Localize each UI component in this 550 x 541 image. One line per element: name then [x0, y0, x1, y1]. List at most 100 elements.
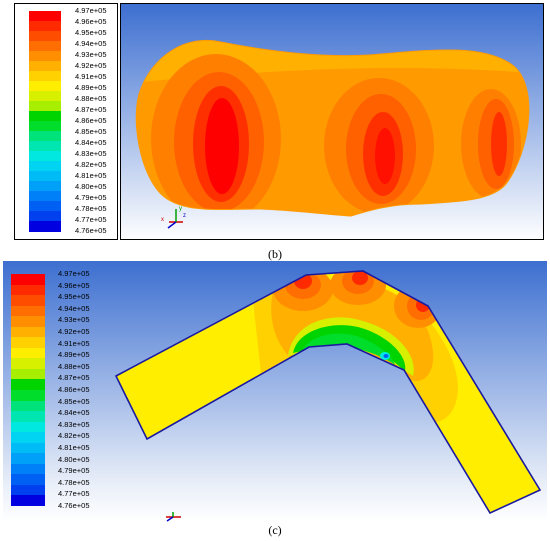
legend-tick-label: 4.79e+05: [75, 193, 107, 202]
legend-swatch: [29, 221, 61, 232]
legend-swatch: [29, 191, 61, 202]
caption-c: (c): [268, 523, 282, 537]
legend-swatch: [29, 11, 61, 22]
legend-tick-label: 4.97e+05: [75, 6, 107, 15]
legend-swatch: [11, 358, 45, 370]
axis-triad-b: x y z: [161, 206, 186, 229]
axis-y-label-b: y: [179, 206, 182, 212]
legend-swatch: [11, 495, 45, 507]
legend-tick-label: 4.83e+05: [58, 419, 90, 429]
pipe-outline: [114, 270, 542, 515]
legend-tick-label: 4.77e+05: [75, 215, 107, 224]
legend-swatch: [29, 71, 61, 82]
legend-tick-label: 4.76e+05: [58, 501, 90, 510]
legend-swatch: [11, 347, 45, 359]
legend-tick-label: 4.79e+05: [58, 466, 90, 476]
legend-swatch: [29, 61, 61, 72]
legend-tick-label: 4.95e+05: [58, 292, 90, 302]
axis-triad-c: [166, 512, 181, 522]
legend-tick-label: 4.96e+05: [75, 17, 107, 26]
legend-tick-label: 4.95e+05: [75, 28, 107, 37]
legend-swatch: [29, 121, 61, 132]
legend-swatch: [29, 111, 61, 122]
legend-tick-label: 4.92e+05: [58, 327, 90, 336]
legend-tick-label: 4.81e+05: [75, 171, 107, 180]
panel-b-contour: x y z: [121, 4, 543, 239]
valve-body: [136, 40, 529, 217]
legend-swatch: [11, 305, 45, 317]
legend-tick-label: 4.91e+05: [75, 72, 107, 81]
legend-tick-label: 4.97e+05: [58, 269, 90, 278]
legend-swatch: [11, 421, 45, 433]
legend-swatch: [11, 484, 45, 496]
legend-tick-label: 4.80e+05: [58, 454, 90, 464]
legend-swatch: [11, 453, 45, 465]
legend-tick-label: 4.93e+05: [58, 315, 90, 325]
legend-swatch: [29, 101, 61, 112]
legend-swatch: [29, 131, 61, 142]
legend-swatch: [11, 368, 45, 380]
panel-b-viewport: x y z: [120, 3, 544, 240]
legend-tick-label: 4.89e+05: [58, 350, 90, 360]
legend-tick-label: 4.80e+05: [75, 182, 107, 191]
legend-tick-label: 4.87e+05: [58, 373, 90, 383]
legend-swatch: [29, 141, 61, 152]
legend-swatch: [29, 91, 61, 102]
legend-tick-label: 4.89e+05: [75, 83, 107, 92]
panel-c-viewport: [3, 261, 547, 522]
legend-tick-label: 4.77e+05: [58, 489, 90, 499]
legend-swatch: [29, 211, 61, 222]
legend-swatch: [29, 21, 61, 32]
legend-swatch: [11, 463, 45, 475]
legend-swatch: [29, 151, 61, 162]
panel-c-legend: 4.97e+05 4.96e+05 4.95e+05 4.94e+05 4.93e+05…: [8, 268, 108, 510]
legend-swatch: [11, 274, 45, 286]
legend-swatch: [29, 171, 61, 182]
legend-tick-label: 4.82e+05: [58, 431, 90, 441]
legend-swatch: [11, 442, 45, 454]
legend-swatch: [11, 390, 45, 402]
legend-tick-label: 4.94e+05: [75, 39, 107, 48]
legend-swatch: [11, 337, 45, 349]
legend-swatch: [29, 161, 61, 172]
legend-tick-label: 4.78e+05: [58, 477, 90, 487]
legend-tick-label: 4.78e+05: [75, 204, 107, 213]
legend-tick-label: 4.85e+05: [58, 396, 90, 406]
legend-tick-label: 4.84e+05: [58, 408, 90, 418]
legend-swatch: [29, 41, 61, 52]
legend-swatch: [11, 316, 45, 328]
legend-tick-label: 4.88e+05: [58, 361, 90, 371]
legend-tick-label: 4.87e+05: [75, 105, 107, 114]
legend-tick-label: 4.91e+05: [58, 338, 90, 348]
legend-swatch: [29, 51, 61, 62]
legend-swatch: [11, 411, 45, 423]
legend-tick-label: 4.94e+05: [58, 303, 90, 313]
legend-swatch: [29, 81, 61, 92]
legend-swatch: [11, 284, 45, 296]
legend-swatch: [29, 181, 61, 192]
legend-tick-label: 4.86e+05: [75, 116, 107, 125]
legend-tick-label: 4.96e+05: [58, 280, 90, 290]
legend-tick-label: 4.85e+05: [75, 127, 107, 136]
legend-tick-label: 4.83e+05: [75, 149, 107, 158]
legend-swatch: [29, 201, 61, 212]
axis-x-label-b: x: [161, 217, 164, 223]
legend-tick-label: 4.86e+05: [58, 385, 90, 394]
legend-swatch: [11, 400, 45, 412]
legend-swatch: [11, 295, 45, 307]
legend-tick-label: 4.76e+05: [75, 226, 107, 235]
valve-body-outline: [135, 40, 530, 217]
axis-z-label-b: z: [183, 213, 186, 219]
legend-swatch: [29, 31, 61, 42]
legend-swatch: [11, 474, 45, 486]
legend-swatch: [11, 379, 45, 391]
legend-swatch: [11, 432, 45, 444]
legend-tick-label: 4.88e+05: [75, 94, 107, 103]
caption-b: (b): [268, 247, 282, 261]
panel-b-legend-frame: 4.97e+05 4.96e+05 4.95e+05 4.94e+05 4.93e+05…: [14, 3, 118, 240]
panel-c-contour: [3, 261, 547, 522]
legend-tick-label: 4.93e+05: [75, 50, 107, 59]
legend-tick-label: 4.82e+05: [75, 160, 107, 169]
legend-tick-label: 4.92e+05: [75, 61, 107, 70]
legend-swatch: [11, 326, 45, 338]
